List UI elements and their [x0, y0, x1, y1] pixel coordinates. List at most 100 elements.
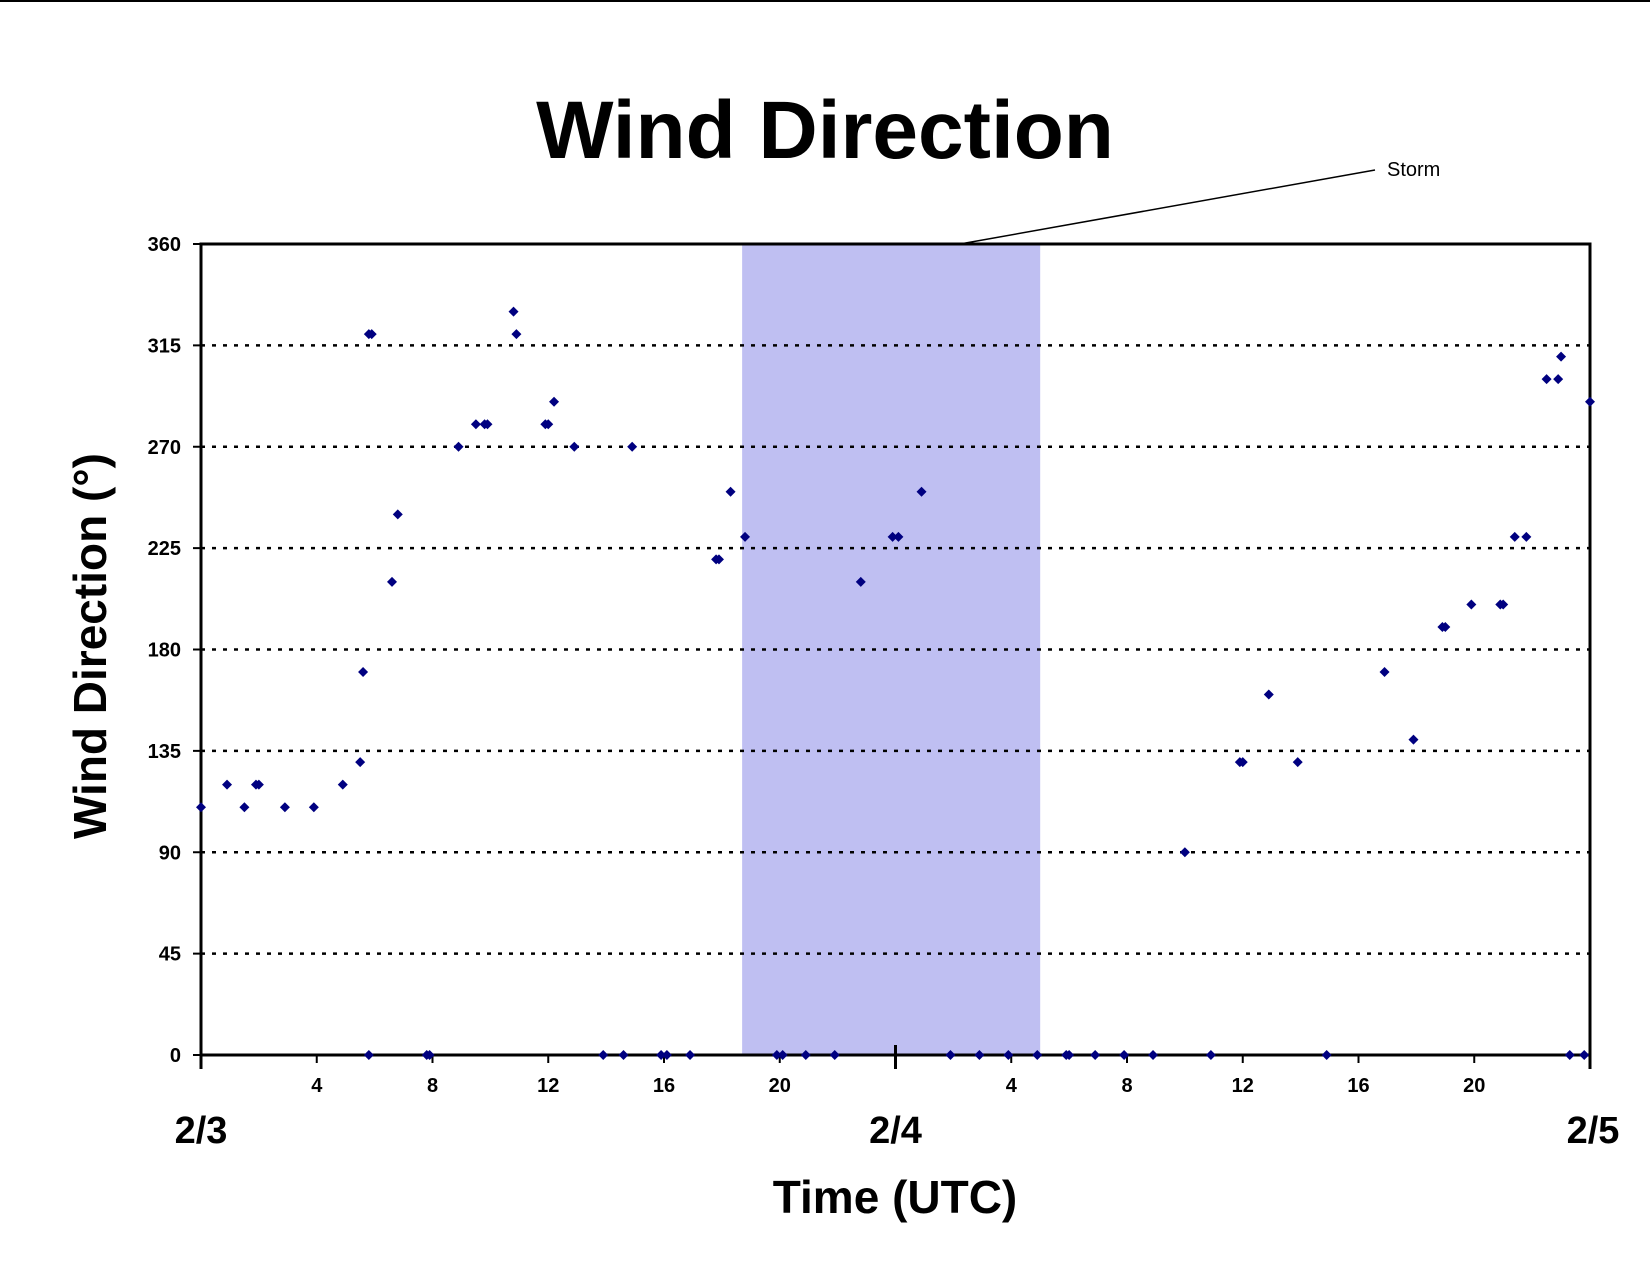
data-point: [355, 757, 366, 768]
y-tick-label-135: 135: [148, 741, 181, 763]
storm-annotation: Storm: [742, 159, 1440, 1055]
data-point: [1237, 757, 1248, 768]
y-axis-title: Wind Direction (°): [64, 453, 116, 839]
data-point: [1509, 531, 1520, 542]
y-tick-label-180: 180: [148, 640, 181, 662]
data-point: [363, 1050, 374, 1060]
data-point: [453, 441, 464, 452]
data-point: [1466, 599, 1477, 610]
data-point: [1553, 374, 1564, 385]
data-point: [1179, 847, 1190, 858]
date-label-2-5: 2/5: [1567, 1110, 1620, 1152]
date-label-2-4: 2/4: [869, 1110, 922, 1152]
data-point: [1556, 351, 1567, 362]
data-point: [771, 1050, 782, 1060]
data-point: [308, 802, 319, 813]
x-tick-label: 16: [653, 1075, 675, 1097]
data-point: [424, 1050, 435, 1060]
data-point: [945, 1050, 956, 1060]
y-tick-label-0: 0: [170, 1045, 181, 1067]
data-point: [740, 531, 751, 542]
data-point: [1379, 667, 1390, 678]
chart-title: Wind Direction: [536, 85, 1114, 176]
data-point: [829, 1050, 840, 1060]
y-tick-label-90: 90: [159, 842, 181, 864]
x-tick-label: 12: [1232, 1075, 1254, 1097]
data-point: [386, 576, 397, 587]
y-tick-label-270: 270: [148, 437, 181, 459]
y-tick-label-45: 45: [159, 944, 181, 966]
data-point: [887, 531, 898, 542]
data-point: [279, 802, 290, 813]
x-axis-ticks: 4 8 12 16 20 4 8 12 16 20: [199, 1045, 1592, 1097]
data-point: [358, 667, 369, 678]
storm-shaded-band: [742, 244, 1041, 1055]
data-point: [508, 306, 519, 317]
y-axis-tick-labels: 0 45 90 135 180 225 270 315 360: [148, 234, 201, 1067]
wind-direction-series: [196, 306, 1595, 1060]
storm-label: Storm: [1387, 159, 1440, 181]
storm-leader-line: [959, 169, 1376, 245]
data-point: [974, 1050, 985, 1060]
data-point: [618, 1050, 629, 1060]
data-point: [777, 1050, 788, 1060]
data-point: [1119, 1050, 1130, 1060]
plot-area-frame: [199, 242, 1592, 1057]
data-point: [725, 486, 736, 497]
x-tick-label: 8: [427, 1075, 438, 1097]
data-point: [337, 779, 348, 790]
gridlines: [201, 344, 1590, 955]
data-point: [1408, 734, 1419, 745]
data-point: [661, 1050, 672, 1060]
data-point: [222, 779, 233, 790]
x-tick-label: 12: [537, 1075, 559, 1097]
x-tick-label: 8: [1121, 1075, 1132, 1097]
y-tick-label-315: 315: [148, 335, 181, 357]
data-point: [1292, 757, 1303, 768]
data-point: [482, 419, 493, 430]
data-point: [1205, 1050, 1216, 1060]
data-point: [549, 396, 560, 407]
x-axis-date-labels: 2/3 2/4 2/5: [175, 1110, 1620, 1152]
data-point: [511, 329, 522, 340]
data-point: [1579, 1050, 1590, 1060]
data-point: [1541, 374, 1552, 385]
data-point: [1498, 599, 1509, 610]
y-tick-label-360: 360: [148, 234, 181, 256]
data-point: [855, 576, 866, 587]
data-point: [1564, 1050, 1575, 1060]
data-point: [1321, 1050, 1332, 1060]
x-tick-label: 20: [1463, 1075, 1485, 1097]
data-point: [800, 1050, 811, 1060]
data-point: [1003, 1050, 1014, 1060]
data-point: [1064, 1050, 1075, 1060]
data-point: [893, 531, 904, 542]
data-point: [239, 802, 250, 813]
data-point: [366, 329, 377, 340]
date-label-2-3: 2/3: [175, 1110, 228, 1152]
data-point: [1032, 1050, 1043, 1060]
data-point: [1090, 1050, 1101, 1060]
data-point: [1263, 689, 1274, 700]
data-point: [1440, 621, 1451, 632]
y-tick-label-225: 225: [148, 538, 181, 560]
data-point: [685, 1050, 696, 1060]
data-point: [598, 1050, 609, 1060]
data-point: [713, 554, 724, 565]
data-point: [1148, 1050, 1159, 1060]
data-point: [253, 779, 264, 790]
data-point: [470, 419, 481, 430]
data-point: [627, 441, 638, 452]
x-tick-label: 16: [1347, 1075, 1369, 1097]
x-axis-title: Time (UTC): [773, 1171, 1018, 1223]
data-point: [392, 509, 403, 520]
x-tick-label: 4: [1006, 1075, 1018, 1097]
data-point: [1521, 531, 1532, 542]
x-tick-label: 4: [311, 1075, 323, 1097]
x-tick-label: 20: [769, 1075, 791, 1097]
data-point: [1585, 396, 1595, 407]
data-point: [569, 441, 580, 452]
data-point: [916, 486, 927, 497]
data-point: [656, 1050, 667, 1060]
